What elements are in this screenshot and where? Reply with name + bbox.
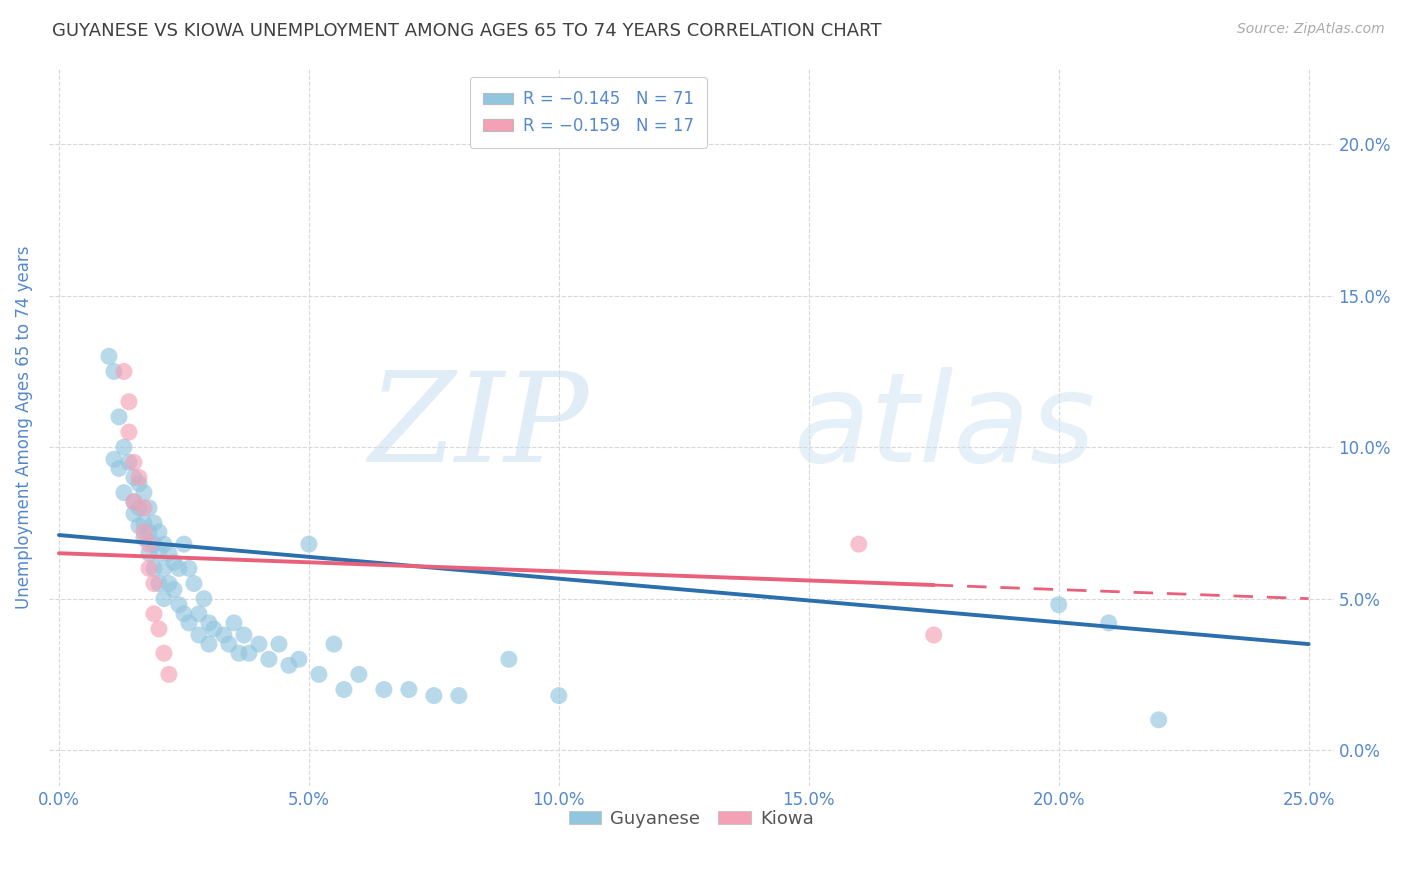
Point	[373, 682, 395, 697]
Point	[142, 516, 165, 530]
Point	[1047, 598, 1070, 612]
Point	[257, 652, 280, 666]
Point	[128, 500, 150, 515]
Point	[112, 485, 135, 500]
Point	[142, 576, 165, 591]
Point	[138, 561, 160, 575]
Point	[157, 576, 180, 591]
Point	[193, 591, 215, 606]
Point	[167, 561, 190, 575]
Point	[247, 637, 270, 651]
Point	[128, 476, 150, 491]
Legend: Guyanese, Kiowa: Guyanese, Kiowa	[561, 803, 821, 835]
Point	[138, 546, 160, 560]
Y-axis label: Unemployment Among Ages 65 to 74 years: Unemployment Among Ages 65 to 74 years	[15, 246, 32, 609]
Point	[163, 582, 186, 597]
Point	[187, 628, 209, 642]
Point	[118, 455, 141, 469]
Point	[423, 689, 446, 703]
Point	[138, 500, 160, 515]
Point	[177, 615, 200, 630]
Point	[298, 537, 321, 551]
Point	[112, 364, 135, 378]
Point	[202, 622, 225, 636]
Point	[97, 349, 120, 363]
Point	[1098, 615, 1121, 630]
Point	[148, 576, 170, 591]
Point	[157, 667, 180, 681]
Point	[148, 546, 170, 560]
Point	[173, 537, 195, 551]
Point	[183, 576, 205, 591]
Point	[848, 537, 870, 551]
Point	[128, 519, 150, 533]
Point	[138, 537, 160, 551]
Point	[173, 607, 195, 621]
Point	[103, 364, 125, 378]
Point	[218, 637, 240, 651]
Point	[177, 561, 200, 575]
Point	[142, 537, 165, 551]
Point	[122, 470, 145, 484]
Point	[447, 689, 470, 703]
Point	[153, 537, 176, 551]
Point	[142, 607, 165, 621]
Point	[153, 561, 176, 575]
Point	[232, 628, 254, 642]
Point	[122, 494, 145, 508]
Point	[167, 598, 190, 612]
Point	[132, 524, 155, 539]
Point	[547, 689, 569, 703]
Point	[153, 646, 176, 660]
Point	[157, 546, 180, 560]
Point	[308, 667, 330, 681]
Point	[108, 409, 131, 424]
Text: Source: ZipAtlas.com: Source: ZipAtlas.com	[1237, 22, 1385, 37]
Point	[132, 500, 155, 515]
Point	[132, 531, 155, 545]
Point	[212, 628, 235, 642]
Point	[222, 615, 245, 630]
Point	[148, 524, 170, 539]
Point	[132, 516, 155, 530]
Point	[333, 682, 356, 697]
Point	[142, 561, 165, 575]
Point	[118, 394, 141, 409]
Point	[153, 591, 176, 606]
Point	[163, 555, 186, 569]
Point	[132, 485, 155, 500]
Point	[398, 682, 420, 697]
Point	[108, 461, 131, 475]
Point	[288, 652, 311, 666]
Point	[347, 667, 370, 681]
Point	[138, 524, 160, 539]
Point	[122, 494, 145, 508]
Text: ZIP: ZIP	[368, 367, 589, 488]
Point	[322, 637, 344, 651]
Point	[228, 646, 250, 660]
Point	[267, 637, 290, 651]
Point	[1147, 713, 1170, 727]
Point	[148, 622, 170, 636]
Point	[498, 652, 520, 666]
Point	[122, 455, 145, 469]
Point	[128, 470, 150, 484]
Point	[922, 628, 945, 642]
Point	[112, 440, 135, 454]
Point	[103, 452, 125, 467]
Point	[118, 425, 141, 439]
Point	[122, 507, 145, 521]
Point	[277, 658, 299, 673]
Point	[187, 607, 209, 621]
Text: GUYANESE VS KIOWA UNEMPLOYMENT AMONG AGES 65 TO 74 YEARS CORRELATION CHART: GUYANESE VS KIOWA UNEMPLOYMENT AMONG AGE…	[52, 22, 882, 40]
Point	[198, 637, 221, 651]
Text: atlas: atlas	[794, 367, 1097, 488]
Point	[198, 615, 221, 630]
Point	[238, 646, 260, 660]
